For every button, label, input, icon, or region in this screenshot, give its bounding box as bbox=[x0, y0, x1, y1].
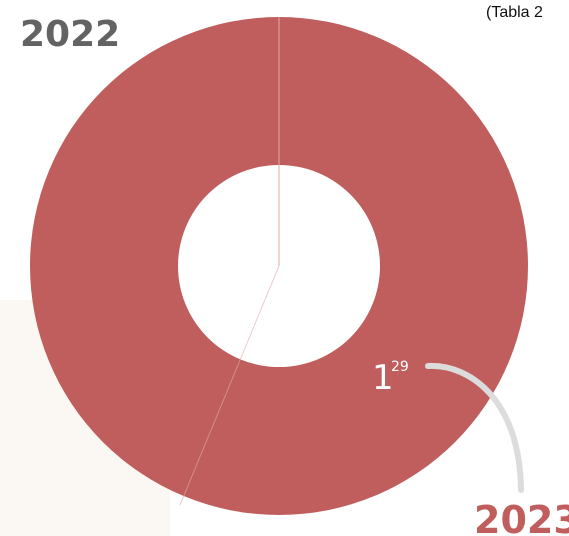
year-label-end: 2023 bbox=[474, 498, 569, 536]
annotation-connector bbox=[425, 362, 524, 493]
annotation-value: 1 bbox=[372, 358, 394, 398]
ring-divider-bottom bbox=[179, 265, 280, 506]
donut-ring-slice bbox=[30, 17, 528, 515]
year-label-start: 2022 bbox=[20, 14, 120, 55]
annotation-superscript: 29 bbox=[391, 359, 409, 375]
table-reference-note: (Tabla 2 bbox=[486, 4, 543, 21]
